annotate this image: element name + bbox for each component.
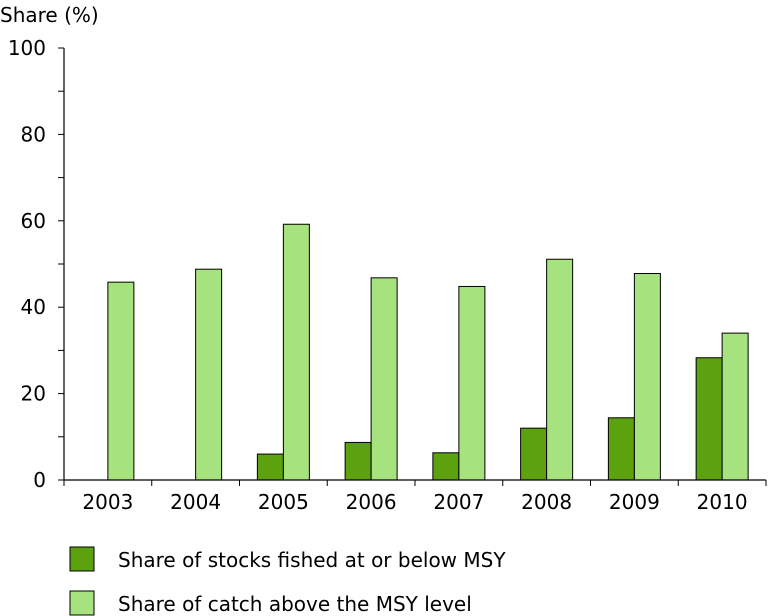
x-tick-label: 2004: [170, 490, 221, 514]
bar-stocks-2008: [520, 427, 548, 481]
x-tick-label: 2010: [697, 490, 748, 514]
bar-catch-2009: [633, 273, 661, 481]
bars: [107, 223, 749, 481]
bar-catch-2010: [721, 332, 749, 481]
bar-stocks-2005: [256, 453, 284, 481]
x-tick-label: 2008: [521, 490, 572, 514]
x-tick-label: 2007: [433, 490, 484, 514]
bar-catch-2007: [458, 285, 486, 481]
y-tick-label: 40: [21, 295, 46, 319]
bar-stocks-2009: [607, 417, 635, 481]
x-tick-label: 2006: [346, 490, 397, 514]
bar-catch-2006: [370, 277, 398, 481]
y-tick-label: 0: [33, 468, 46, 492]
bar-stocks-2007: [432, 452, 460, 481]
bar-catch-2004: [195, 268, 223, 481]
y-tick-label: 100: [8, 36, 46, 60]
x-tick-label: 2005: [258, 490, 309, 514]
y-tick-label: 60: [21, 209, 46, 233]
legend-swatch-catch: [69, 590, 95, 616]
bar-catch-2005: [282, 223, 310, 481]
x-axis-ticks: 2003 2004 2005 2006 2007 2008 2009 2010: [63, 480, 767, 514]
legend: Share of stocks fished at or below MSY S…: [69, 546, 506, 616]
bar-stocks-2006: [344, 441, 372, 481]
legend-label-stocks: Share of stocks fished at or below MSY: [118, 548, 506, 572]
y-tick-label: 80: [21, 122, 46, 146]
y-axis-title: Share (%): [0, 3, 99, 27]
legend-label-catch: Share of catch above the MSY level: [118, 592, 472, 616]
y-tick-label: 20: [21, 382, 46, 406]
legend-swatch-stocks: [69, 546, 95, 572]
x-tick-label: 2003: [82, 490, 133, 514]
bar-catch-2008: [546, 258, 574, 481]
bar-catch-2003: [107, 281, 135, 481]
x-tick-label: 2009: [609, 490, 660, 514]
bar-stocks-2010: [695, 357, 723, 481]
y-axis-ticks: 0 20 40 60 80 100: [8, 36, 64, 492]
